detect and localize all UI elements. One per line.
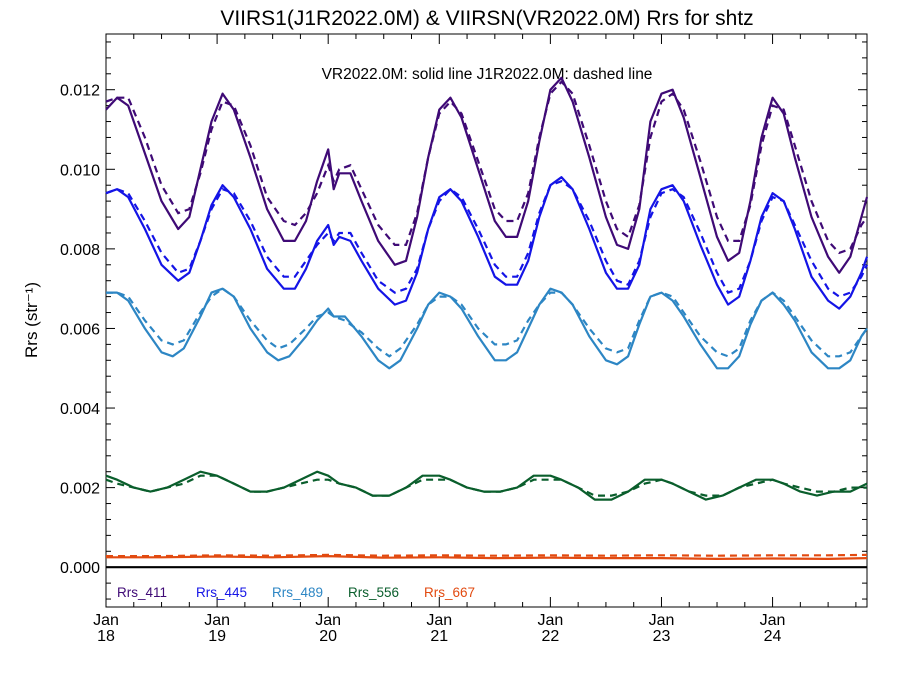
axes-group: 0.0000.0020.0040.0060.0080.0100.012Jan18… (60, 34, 867, 645)
x-tick-label-month: Jan (315, 612, 341, 629)
legend: Rrs_411 Rrs_445 Rrs_489 Rrs_556 Rrs_667 (117, 585, 475, 600)
legend-item-rrs-489: Rrs_489 (272, 585, 323, 600)
legend-item-rrs-411: Rrs_411 (117, 585, 167, 600)
rrs-411-dashed-line (105, 80, 868, 255)
x-tick-label-month: Jan (204, 612, 230, 629)
x-tick-label-year: 23 (653, 628, 671, 645)
legend-item-rrs-667: Rrs_667 (424, 585, 475, 600)
line-style-annotation: VR2022.0M: solid line J1R2022.0M: dashed… (322, 66, 653, 83)
plot-frame (105, 33, 868, 608)
x-tick-label-year: 19 (208, 628, 226, 645)
rrs-556-dashed-line (105, 474, 867, 497)
rrs-667-dashed-line (106, 553, 868, 558)
chart-title: VIIRS1(J1R2022.0M) & VIIRSN(VR2022.0M) R… (220, 7, 753, 30)
y-tick-label: 0.004 (60, 401, 100, 418)
x-tick-label-year: 20 (319, 628, 337, 645)
y-tick-label: 0.012 (60, 83, 100, 100)
x-tick-label-month: Jan (93, 612, 119, 629)
x-tick-label-year: 21 (430, 628, 448, 645)
y-tick-label: 0.008 (60, 242, 100, 259)
legend-item-rrs-556: Rrs_556 (348, 585, 399, 600)
rrs-445-dashed-line (105, 179, 868, 298)
series-group (105, 76, 869, 560)
x-tick-label-month: Jan (649, 612, 675, 629)
x-tick-label-year: 22 (541, 628, 559, 645)
y-tick-label: 0.010 (60, 162, 100, 179)
rrs-489-solid-line (106, 287, 868, 370)
y-axis-label: Rrs (str⁻¹) (22, 282, 41, 358)
legend-item-rrs-445: Rrs_445 (196, 585, 247, 600)
x-tick-label-year: 18 (97, 628, 115, 645)
x-tick-label-month: Jan (537, 612, 563, 629)
y-tick-label: 0.002 (60, 481, 100, 498)
rrs-489-dashed-line (106, 287, 868, 358)
y-tick-label: 0.000 (60, 560, 100, 577)
rrs-667-solid-line (106, 555, 868, 560)
rrs-556-solid-line (105, 470, 868, 501)
x-tick-label-year: 24 (764, 628, 782, 645)
rrs-445-solid-line (105, 176, 869, 310)
x-tick-label-month: Jan (426, 612, 452, 629)
y-tick-label: 0.006 (60, 321, 100, 338)
x-tick-label-month: Jan (760, 612, 786, 629)
